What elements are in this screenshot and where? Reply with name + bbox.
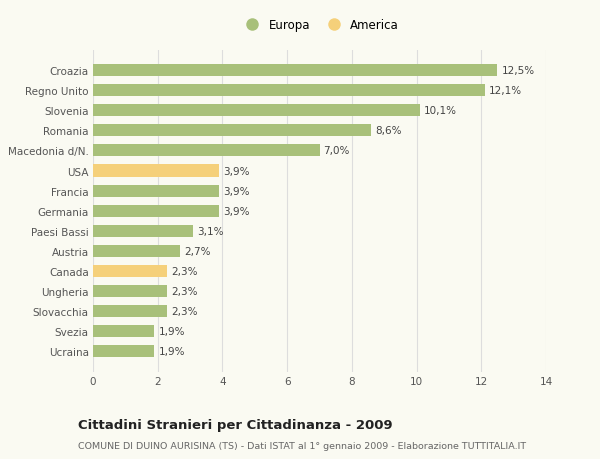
Bar bbox=[93, 145, 320, 157]
Bar bbox=[93, 105, 420, 117]
Text: 2,7%: 2,7% bbox=[184, 246, 211, 256]
Text: 2,3%: 2,3% bbox=[172, 286, 198, 296]
Text: 3,9%: 3,9% bbox=[223, 206, 250, 216]
Text: 12,5%: 12,5% bbox=[502, 66, 535, 76]
Text: 1,9%: 1,9% bbox=[158, 326, 185, 336]
Bar bbox=[93, 185, 219, 197]
Bar bbox=[93, 205, 219, 217]
Bar bbox=[93, 125, 371, 137]
Bar bbox=[93, 305, 167, 317]
Text: COMUNE DI DUINO AURISINA (TS) - Dati ISTAT al 1° gennaio 2009 - Elaborazione TUT: COMUNE DI DUINO AURISINA (TS) - Dati IST… bbox=[78, 441, 526, 450]
Text: 12,1%: 12,1% bbox=[488, 86, 521, 96]
Text: 2,3%: 2,3% bbox=[172, 306, 198, 316]
Bar bbox=[93, 225, 193, 237]
Text: 10,1%: 10,1% bbox=[424, 106, 457, 116]
Text: 7,0%: 7,0% bbox=[323, 146, 350, 156]
Bar bbox=[93, 345, 154, 357]
Text: 3,1%: 3,1% bbox=[197, 226, 224, 236]
Bar bbox=[93, 325, 154, 337]
Text: 3,9%: 3,9% bbox=[223, 166, 250, 176]
Bar bbox=[93, 85, 485, 97]
Legend: Europa, America: Europa, America bbox=[235, 15, 404, 37]
Bar bbox=[93, 245, 181, 257]
Text: Cittadini Stranieri per Cittadinanza - 2009: Cittadini Stranieri per Cittadinanza - 2… bbox=[78, 418, 392, 431]
Text: 1,9%: 1,9% bbox=[158, 346, 185, 356]
Bar bbox=[93, 285, 167, 297]
Text: 8,6%: 8,6% bbox=[375, 126, 401, 136]
Bar bbox=[93, 165, 219, 177]
Text: 2,3%: 2,3% bbox=[172, 266, 198, 276]
Text: 3,9%: 3,9% bbox=[223, 186, 250, 196]
Bar bbox=[93, 65, 497, 77]
Bar bbox=[93, 265, 167, 277]
